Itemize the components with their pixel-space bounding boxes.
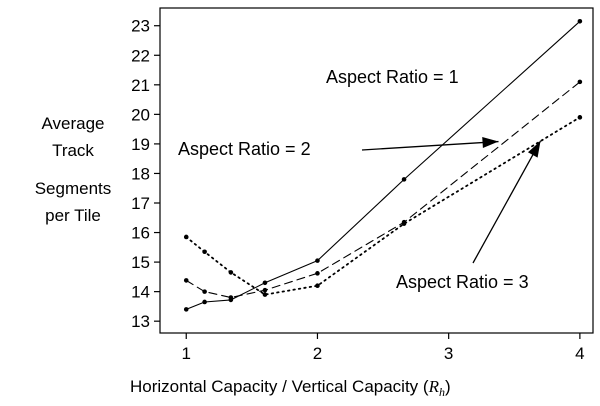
y-tick-label-17: 17: [131, 194, 150, 213]
y-tick-label-20: 20: [131, 105, 150, 124]
series-2-point-3: [228, 295, 234, 300]
x-axis-label-text: Horizontal Capacity / Vertical Capacity …: [130, 377, 429, 396]
annotation-aspect-ratio-2: Aspect Ratio = 2: [178, 139, 311, 159]
y-axis-label-line-2: Track: [52, 141, 94, 160]
annotation-arrow-head-2: [482, 137, 499, 149]
y-tick-label-23: 23: [131, 17, 150, 36]
series-3-point-7: [577, 115, 583, 120]
series-3-point-5: [315, 283, 320, 289]
x-axis-label: Horizontal Capacity / Vertical Capacity …: [130, 377, 451, 399]
y-tick-label-13: 13: [131, 312, 150, 331]
series-1-point-4: [262, 280, 268, 286]
series-2-point-5: [315, 271, 320, 276]
series-layer: [183, 18, 583, 312]
series-2-point-2: [202, 289, 207, 294]
x-axis-label-close: ): [445, 377, 451, 396]
series-3-point-6: [401, 221, 407, 226]
annotation-arrow-line-3: [472, 140, 542, 264]
y-tick-label-14: 14: [131, 283, 150, 302]
x-tick-label-1: 1: [182, 344, 191, 363]
annotation-layer: Aspect Ratio = 1 Aspect Ratio = 2 Aspect…: [178, 67, 542, 292]
y-tick-label-21: 21: [131, 76, 150, 95]
series-1-point-2: [202, 299, 207, 305]
x-tick-label-2: 2: [313, 344, 322, 363]
x-tick-label-3: 3: [444, 344, 453, 363]
series-3-point-1: [183, 234, 189, 240]
series-line-1: [185, 20, 581, 310]
plot-frame: [159, 7, 594, 334]
x-axis-label-subscript: h: [439, 385, 445, 399]
y-tick-label-15: 15: [131, 253, 150, 272]
y-axis-label-line-1: Average: [41, 114, 104, 133]
series-3-point-4: [262, 292, 268, 297]
series-3-point-3: [228, 270, 234, 275]
series-1-point-6: [401, 177, 407, 182]
y-tick-label-16: 16: [131, 224, 150, 243]
y-axis-label-line-4: per Tile: [45, 206, 101, 225]
series-3-point-2: [202, 249, 207, 255]
series-2-point-7: [577, 79, 583, 85]
y-tick-label-18: 18: [131, 164, 150, 183]
series-1-point-7: [577, 18, 583, 24]
y-tick-label-19: 19: [131, 135, 150, 154]
annotation-aspect-ratio-3: Aspect Ratio = 3: [396, 272, 529, 292]
annotation-arrow-head-3: [527, 140, 541, 158]
series-1-point-5: [315, 258, 320, 263]
annotation-aspect-ratio-1: Aspect Ratio = 1: [326, 67, 459, 87]
series-1-point-1: [183, 307, 189, 312]
x-axis-label-symbol: R: [428, 377, 440, 396]
series-line-2: [185, 81, 581, 299]
series-2-point-4: [262, 287, 268, 293]
x-tick-label-4: 4: [575, 344, 584, 363]
annotation-arrow-line-2: [361, 140, 499, 151]
y-axis-label-line-3: Segments: [35, 179, 112, 198]
series-2-point-1: [183, 278, 189, 283]
y-tick-label-22: 22: [131, 46, 150, 65]
